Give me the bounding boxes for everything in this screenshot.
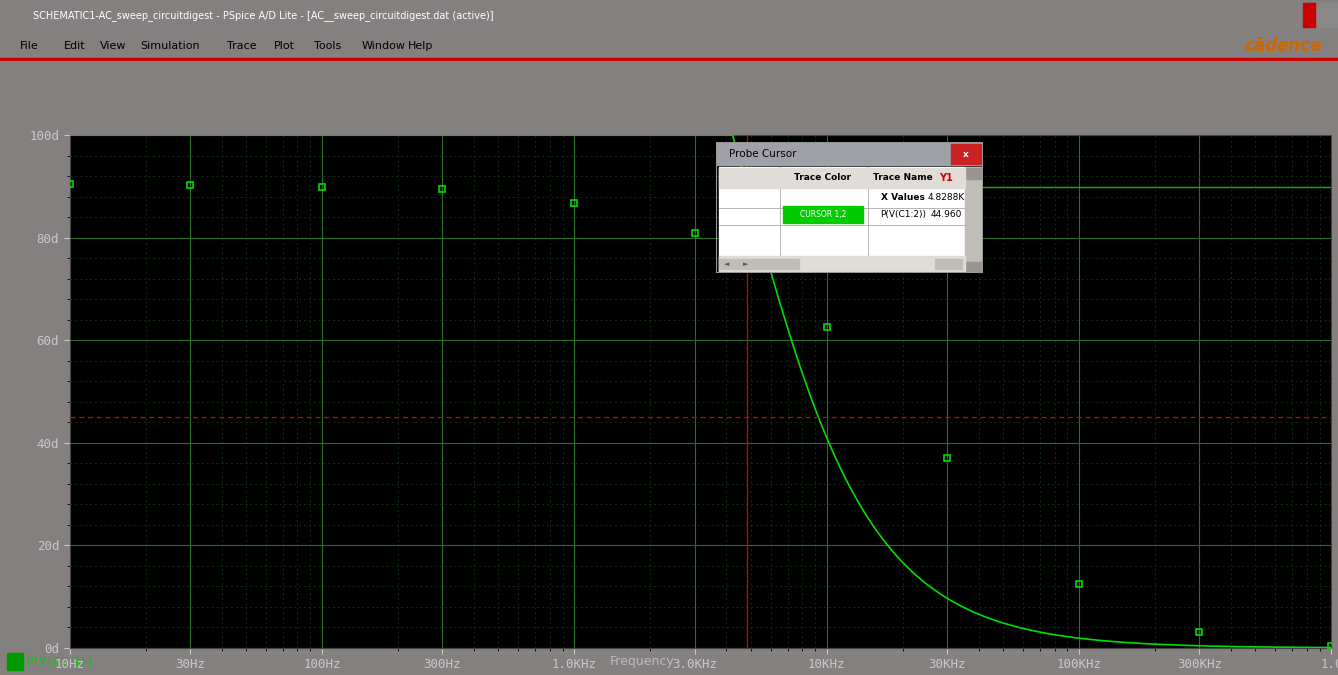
Text: View: View <box>100 40 127 51</box>
Bar <box>719 256 965 272</box>
Bar <box>951 144 981 164</box>
Text: Trace Color: Trace Color <box>795 173 851 182</box>
Text: P(V(C1:2)): P(V(C1:2)) <box>27 657 94 666</box>
Bar <box>965 261 981 272</box>
Text: x: x <box>963 150 969 159</box>
Text: CURSOR 1,2: CURSOR 1,2 <box>800 211 846 219</box>
Bar <box>719 168 965 188</box>
Text: Trace: Trace <box>227 40 257 51</box>
Text: Trace Name: Trace Name <box>874 173 933 182</box>
Text: Frequency: Frequency <box>610 655 674 668</box>
Text: File: File <box>20 40 39 51</box>
Bar <box>7 653 23 670</box>
Bar <box>719 259 799 269</box>
Text: ◄: ◄ <box>724 261 729 267</box>
Text: X Values: X Values <box>882 193 925 202</box>
Text: ►: ► <box>743 261 748 267</box>
Text: Probe Cursor: Probe Cursor <box>729 148 796 159</box>
Text: Simulation: Simulation <box>140 40 201 51</box>
Text: Tools: Tools <box>314 40 341 51</box>
Text: Y1: Y1 <box>939 173 953 183</box>
Bar <box>1325 3 1337 27</box>
Bar <box>783 207 863 223</box>
Bar <box>0 58 1338 61</box>
Bar <box>716 142 983 165</box>
Bar <box>1317 3 1329 27</box>
Bar <box>965 168 981 179</box>
Text: SCHEMATIC1-AC_sweep_circuitdigest - PSpice A/D Lite - [AC__sweep_circuitdigest.d: SCHEMATIC1-AC_sweep_circuitdigest - PSpi… <box>33 9 494 21</box>
Bar <box>935 259 962 269</box>
Text: P(V(C1:2)): P(V(C1:2)) <box>880 211 926 219</box>
Text: 4.8288K: 4.8288K <box>927 193 965 202</box>
Bar <box>1303 3 1315 27</box>
Text: Edit: Edit <box>64 40 86 51</box>
Bar <box>719 167 965 272</box>
Text: cādence: cādence <box>1244 36 1322 55</box>
Text: Plot: Plot <box>274 40 296 51</box>
Bar <box>965 167 981 272</box>
Text: Window: Window <box>361 40 405 51</box>
Text: Help: Help <box>408 40 434 51</box>
Text: 44.960: 44.960 <box>930 211 962 219</box>
